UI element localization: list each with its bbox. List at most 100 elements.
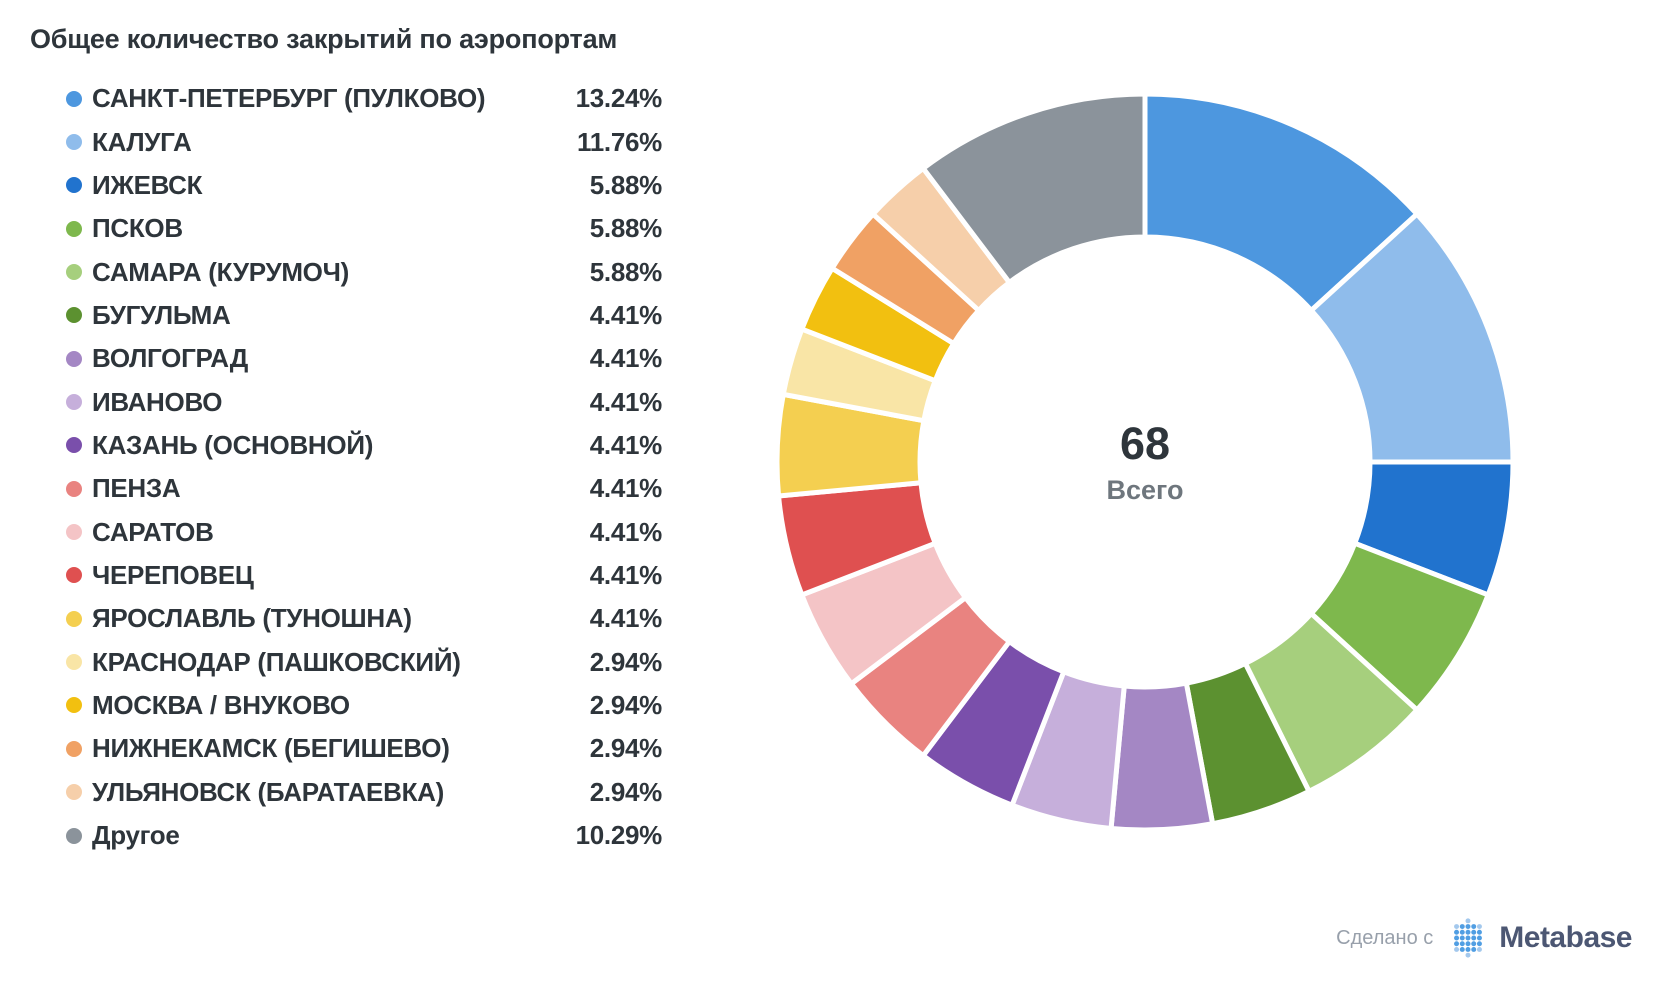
legend-color-dot [66,697,82,714]
legend-color-dot [66,177,82,194]
legend-percent: 4.41% [589,299,663,330]
legend-color-dot [66,654,82,671]
legend-percent: 4.41% [589,473,663,504]
legend-label: САРАТОВ [92,516,214,547]
legend-item[interactable]: ПСКОВ 5.88% [66,207,662,250]
legend-percent: 4.41% [589,429,663,460]
legend-item[interactable]: ЧЕРЕПОВЕЦ 4.41% [66,554,662,597]
logo-dot [1460,946,1466,952]
legend-percent: 4.41% [589,516,663,547]
legend-percent: 2.94% [589,689,663,720]
donut-slice[interactable] [919,91,1148,286]
logo-dot [1465,924,1471,930]
legend-label: ЧЕРЕПОВЕЦ [92,559,254,590]
logo-dot [1454,935,1460,941]
legend-item[interactable]: КАЗАНЬ (ОСНОВНОЙ) 4.41% [66,424,662,467]
legend-item[interactable]: ВОЛГОГРАД 4.41% [66,337,662,380]
legend-label: ВОЛГОГРАД [92,343,248,374]
legend-label: ПСКОВ [92,213,183,244]
legend-color-dot [66,740,82,757]
legend-percent: 5.88% [589,213,663,244]
metabase-logo-icon [1454,918,1483,958]
chart-title: Общее количество закрытий по аэропортам [30,24,618,54]
legend-label: КАЗАНЬ (ОСНОВНОЙ) [92,429,374,460]
logo-dot [1454,941,1460,947]
logo-dot [1460,929,1466,935]
logo-dot [1471,935,1477,941]
legend-color-dot [66,610,82,627]
legend-label: ПЕНЗА [92,473,181,504]
logo-dot [1465,941,1471,947]
legend-percent: 2.94% [589,646,663,677]
logo-dot [1471,929,1477,935]
legend-percent: 10.29% [575,820,663,851]
logo-dot [1477,946,1483,952]
donut-chart [771,88,1519,836]
legend-label: КАЛУГА [92,126,192,157]
legend-label: КРАСНОДАР (ПАШКОВСКИЙ) [92,646,461,677]
legend-item[interactable]: КРАСНОДАР (ПАШКОВСКИЙ) 2.94% [66,640,662,683]
logo-dot [1465,952,1471,958]
legend-color-dot [66,264,82,281]
made-with-label: Сделано с [1336,926,1434,949]
logo-dot [1477,935,1483,941]
legend-color-dot [66,220,82,237]
legend-color-dot [66,350,82,367]
legend-label: НИЖНЕКАМСК (БЕГИШЕВО) [92,733,450,764]
legend-item[interactable]: НИЖНЕКАМСК (БЕГИШЕВО) 2.94% [66,727,662,770]
legend-item[interactable]: ПЕНЗА 4.41% [66,467,662,510]
legend-percent: 5.88% [589,169,663,200]
logo-dot [1471,946,1477,952]
logo-dot [1465,929,1471,935]
legend-label: ИВАНОВО [92,386,223,417]
logo-dot [1465,946,1471,952]
legend-color-dot [66,827,82,844]
logo-dot [1477,924,1483,930]
donut-chart-svg [774,91,1516,833]
legend-label: УЛЬЯНОВСК (БАРАТАЕВКА) [92,776,444,807]
donut-slice[interactable] [1142,91,1421,314]
legend-item[interactable]: Другое 10.29% [66,814,662,857]
logo-dot [1454,946,1460,952]
legend-item[interactable]: ЯРОСЛАВЛЬ (ТУНОШНА) 4.41% [66,597,662,640]
logo-dot [1454,924,1460,930]
legend-label: САНКТ-ПЕТЕРБУРГ (ПУЛКОВО) [92,83,486,114]
legend-label: Другое [92,820,180,851]
legend-item[interactable]: МОСКВА / ВНУКОВО 2.94% [66,684,662,727]
legend-label: САМАРА (КУРУМОЧ) [92,256,349,287]
logo-dot [1454,929,1460,935]
legend-percent: 11.76% [577,126,662,157]
metabase-attribution[interactable]: Сделано с Metabase [1336,916,1632,960]
legend-item[interactable]: САНКТ-ПЕТЕРБУРГ (ПУЛКОВО) 13.24% [66,77,662,120]
legend-color-dot [66,90,82,107]
legend-color-dot [66,394,82,411]
legend-percent: 4.41% [589,386,663,417]
legend-percent: 4.41% [589,603,663,634]
legend-label: ЯРОСЛАВЛЬ (ТУНОШНА) [92,603,412,634]
legend-item[interactable]: САМАРА (КУРУМОЧ) 5.88% [66,250,662,293]
legend-color-dot [66,480,82,497]
logo-dot [1471,941,1477,947]
legend-label: БУГУЛЬМА [92,299,231,330]
legend-item[interactable]: БУГУЛЬМА 4.41% [66,294,662,337]
logo-dot [1471,924,1477,930]
logo-dot [1460,935,1466,941]
legend-item[interactable]: УЛЬЯНОВСК (БАРАТАЕВКА) 2.94% [66,771,662,814]
legend-item[interactable]: ИВАНОВО 4.41% [66,380,662,423]
logo-dot [1465,935,1471,941]
legend-color-dot [66,437,82,454]
metabase-brand-text: Metabase [1499,921,1632,954]
legend-item[interactable]: КАЛУГА 11.76% [66,120,662,163]
legend-percent: 2.94% [589,776,663,807]
legend-item[interactable]: САРАТОВ 4.41% [66,510,662,553]
logo-dot [1460,941,1466,947]
legend-percent: 5.88% [589,256,663,287]
legend-color-dot [66,567,82,584]
logo-dot [1477,941,1483,947]
legend-label: МОСКВА / ВНУКОВО [92,689,350,720]
legend-percent: 13.24% [575,83,663,114]
legend-item[interactable]: ИЖЕВСК 5.88% [66,164,662,207]
chart-legend: САНКТ-ПЕТЕРБУРГ (ПУЛКОВО) 13.24% КАЛУГА 11.… [66,77,662,857]
legend-color-dot [66,524,82,541]
logo-dot [1477,929,1483,935]
